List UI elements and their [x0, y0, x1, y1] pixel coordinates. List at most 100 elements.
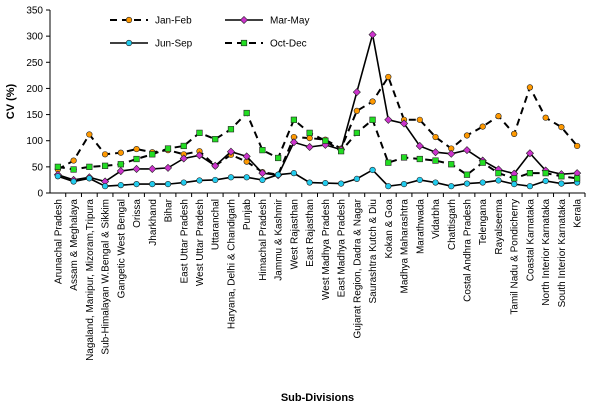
- data-point-jan-feb: [416, 116, 423, 123]
- legend-marker: [239, 15, 249, 25]
- data-point-oct-dec: [259, 147, 266, 154]
- data-point-mar-may: [462, 146, 472, 155]
- series-jan-feb: [54, 73, 581, 178]
- x-tick-label: Sub-Himalayan W.Bengal & Sikkim: [101, 199, 112, 355]
- legend-label: Oct-Dec: [270, 39, 307, 50]
- data-point-oct-dec: [542, 170, 549, 177]
- x-tick-label: Gujarat Region, Dadra & Nagar: [352, 198, 363, 338]
- x-tick-label: East Rajasthan: [305, 199, 316, 267]
- legend-marker: [240, 39, 248, 47]
- x-tick-label: Punjab: [242, 199, 253, 231]
- data-point-oct-dec: [275, 154, 282, 162]
- data-point-mar-may: [211, 161, 220, 170]
- data-point-jun-sep: [259, 176, 266, 184]
- data-point-mar-may: [179, 154, 188, 163]
- legend-marker: [125, 16, 133, 24]
- data-point-jan-feb: [117, 149, 124, 156]
- series-line-jan-feb: [57, 74, 578, 176]
- data-point-jun-sep: [54, 173, 61, 180]
- data-point-oct-dec: [400, 154, 408, 161]
- data-point-oct-dec: [54, 163, 61, 170]
- series-layer: [53, 30, 582, 190]
- x-tick-label: Tamil Nadu & Pondicherry: [510, 199, 521, 315]
- data-point-jun-sep: [290, 170, 297, 177]
- data-point-jan-feb: [542, 114, 549, 121]
- data-point-jan-feb: [511, 130, 518, 138]
- y-tick-label: 300: [26, 32, 43, 43]
- data-point-jun-sep: [227, 174, 235, 181]
- data-point-mar-may: [148, 164, 157, 173]
- data-point-oct-dec: [180, 142, 187, 150]
- legend-item-mar-may: Mar-May: [225, 16, 309, 27]
- data-point-oct-dec: [306, 129, 313, 136]
- data-point-jun-sep: [511, 181, 518, 188]
- series-oct-dec: [54, 109, 581, 182]
- legend-marker: [125, 39, 133, 47]
- data-point-jun-sep: [369, 166, 376, 174]
- legend-item-jun-sep: Jun-Sep: [110, 39, 193, 50]
- x-tick-label: Himachal Pradesh: [258, 199, 269, 281]
- data-point-mar-may: [226, 147, 235, 156]
- data-point-jan-feb: [574, 142, 581, 150]
- data-point-jan-feb: [101, 151, 109, 158]
- x-tick-label: West Rajasthan: [289, 199, 300, 269]
- x-tick-label: Haryana, Delhi & Chandigarh: [226, 199, 237, 329]
- series-line-jun-sep: [57, 168, 578, 188]
- legend-label: Mar-May: [270, 16, 309, 27]
- data-point-jan-feb: [495, 113, 502, 120]
- x-tick-label: Assam & Meghalaya: [69, 199, 80, 291]
- data-point-oct-dec: [495, 170, 502, 177]
- data-point-mar-may: [132, 164, 141, 173]
- x-tick-label: East Uttar Pradesh: [179, 199, 190, 283]
- data-point-jun-sep: [149, 181, 156, 188]
- data-point-oct-dec: [70, 166, 77, 173]
- series-line-mar-may: [57, 34, 578, 183]
- data-point-jun-sep: [353, 175, 360, 182]
- data-point-mar-may: [289, 138, 298, 147]
- data-point-jun-sep: [400, 181, 408, 188]
- data-point-jun-sep: [338, 180, 345, 187]
- data-point-jun-sep: [542, 177, 549, 185]
- y-tick-label: 350: [26, 6, 43, 17]
- data-point-mar-may: [431, 148, 440, 157]
- data-point-oct-dec: [511, 175, 518, 182]
- x-tick-label: North Interior Karnataka: [541, 199, 552, 306]
- data-point-jan-feb: [369, 98, 376, 105]
- x-tick-label: East Madhya Pradesh: [337, 199, 348, 297]
- data-point-mar-may: [242, 152, 251, 161]
- data-point-jan-feb: [463, 132, 471, 139]
- data-point-oct-dec: [117, 161, 124, 168]
- data-point-mar-may: [305, 142, 314, 152]
- data-point-jun-sep: [180, 179, 187, 186]
- x-tick-label: Kerala: [573, 199, 584, 228]
- data-point-oct-dec: [212, 136, 219, 143]
- data-point-jun-sep: [212, 176, 219, 184]
- data-point-jan-feb: [479, 123, 486, 130]
- data-point-oct-dec: [558, 173, 565, 180]
- data-point-mar-may: [352, 88, 361, 97]
- data-point-oct-dec: [290, 116, 297, 123]
- legend-label: Jun-Sep: [155, 39, 193, 50]
- x-axis-title: Sub-Divisions: [281, 392, 354, 404]
- y-axis-title: CV (%): [5, 83, 17, 119]
- legend-item-jan-feb: Jan-Feb: [110, 16, 192, 27]
- data-point-jun-sep: [133, 181, 140, 188]
- data-point-oct-dec: [322, 137, 329, 144]
- data-point-oct-dec: [385, 159, 392, 166]
- data-point-jan-feb: [353, 107, 360, 115]
- legend-item-oct-dec: Oct-Dec: [225, 39, 307, 50]
- x-tick-label: Marathwada: [415, 199, 426, 254]
- data-point-jun-sep: [416, 176, 423, 184]
- data-point-jun-sep: [526, 183, 534, 190]
- data-point-oct-dec: [86, 163, 93, 170]
- data-point-jun-sep: [463, 180, 471, 187]
- y-tick-label: 150: [26, 110, 43, 121]
- x-tick-label: Kokan & Goa: [384, 199, 395, 259]
- data-point-jun-sep: [322, 179, 329, 187]
- data-point-oct-dec: [448, 161, 455, 168]
- x-tick-label: Bihar: [164, 198, 175, 222]
- data-point-oct-dec: [432, 157, 439, 164]
- data-point-jun-sep: [306, 179, 313, 186]
- x-tick-label: West Madhya Pradesh: [321, 199, 332, 300]
- y-tick-label: 0: [37, 189, 43, 200]
